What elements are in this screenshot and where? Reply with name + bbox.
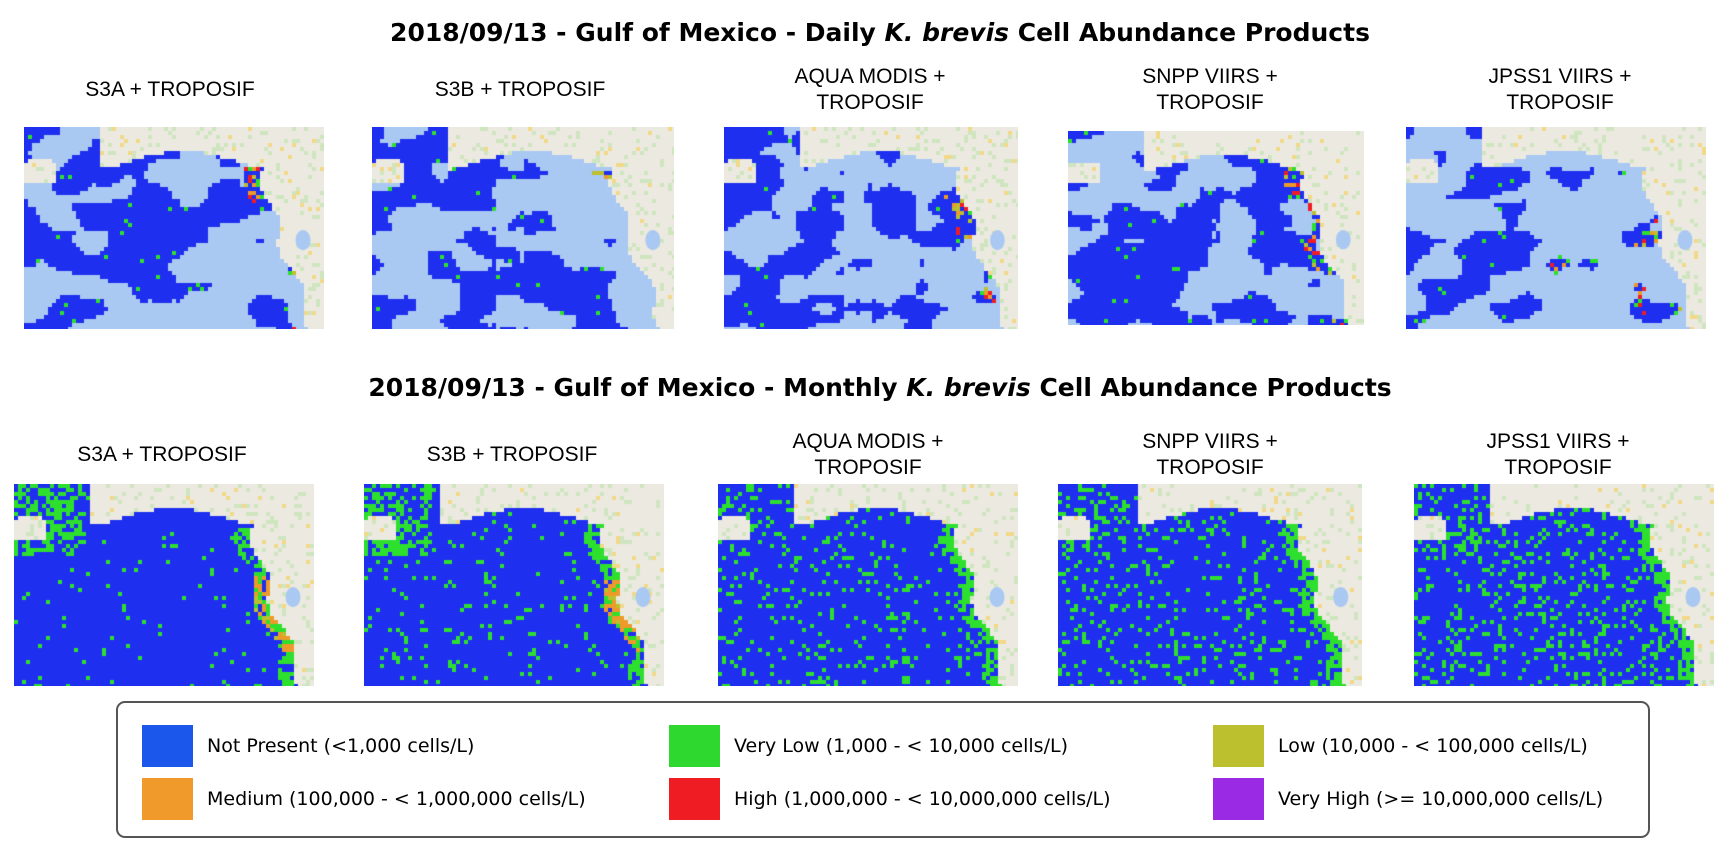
legend-label: Not Present (<1,000 cells/L) [207,735,475,757]
panel-label: JPSS1 VIIRS + TROPOSIF [1486,430,1630,479]
legend-label: Very High (>= 10,000,000 cells/L) [1278,788,1604,810]
legend-swatch [1213,725,1264,767]
legend-label: Very Low (1,000 - < 10,000 cells/L) [734,735,1068,757]
legend-swatch [142,725,193,767]
panel-label: S3B + TROPOSIF [426,443,598,466]
legend-label: High (1,000,000 - < 10,000,000 cells/L) [734,788,1111,810]
map-image [364,484,664,686]
map-image [724,127,1018,329]
legend-item-medium: Medium (100,000 - < 1,000,000 cells/L) [142,778,586,820]
map-image [1068,131,1364,325]
panel-label: JPSS1 VIIRS + TROPOSIF [1488,65,1632,114]
monthly-title-prefix: 2018/09/13 - Gulf of Mexico - Monthly [368,373,907,402]
panel-label: S3B + TROPOSIF [434,78,606,101]
legend-swatch [142,778,193,820]
map-image [14,484,314,686]
daily-title-prefix: 2018/09/13 - Gulf of Mexico - Daily [390,18,885,47]
map-image [372,127,674,329]
daily-title: 2018/09/13 - Gulf of Mexico - Daily K. b… [0,18,1726,47]
panel-label: SNPP VIIRS + TROPOSIF [1142,430,1278,479]
monthly-title: 2018/09/13 - Gulf of Mexico - Monthly K.… [0,373,1726,402]
map-image [1414,484,1714,686]
map-image [1058,484,1362,686]
panel-label: AQUA MODIS + TROPOSIF [792,430,944,479]
legend-label: Low (10,000 - < 100,000 cells/L) [1278,735,1588,757]
monthly-title-species: K. brevis [906,373,1031,402]
panel-label: AQUA MODIS + TROPOSIF [794,65,946,114]
map-image [718,484,1018,686]
panel-label: SNPP VIIRS + TROPOSIF [1142,65,1278,114]
map-image [1406,127,1706,329]
legend-item-very-low: Very Low (1,000 - < 10,000 cells/L) [669,725,1068,767]
monthly-title-suffix: Cell Abundance Products [1030,373,1392,402]
legend-swatch [1213,778,1264,820]
legend-label: Medium (100,000 - < 1,000,000 cells/L) [207,788,586,810]
panel-label: S3A + TROPOSIF [77,443,247,466]
legend-swatch [669,725,720,767]
map-image [24,127,324,329]
legend-item-low: Low (10,000 - < 100,000 cells/L) [1213,725,1588,767]
legend-item-not-present: Not Present (<1,000 cells/L) [142,725,474,767]
legend-item-high: High (1,000,000 - < 10,000,000 cells/L) [669,778,1111,820]
daily-title-suffix: Cell Abundance Products [1009,18,1370,47]
legend-swatch [669,778,720,820]
legend: Not Present (<1,000 cells/L) Very Low (1… [116,701,1650,838]
daily-title-species: K. brevis [884,18,1010,47]
panel-label: S3A + TROPOSIF [85,78,255,101]
legend-item-very-high: Very High (>= 10,000,000 cells/L) [1213,778,1603,820]
